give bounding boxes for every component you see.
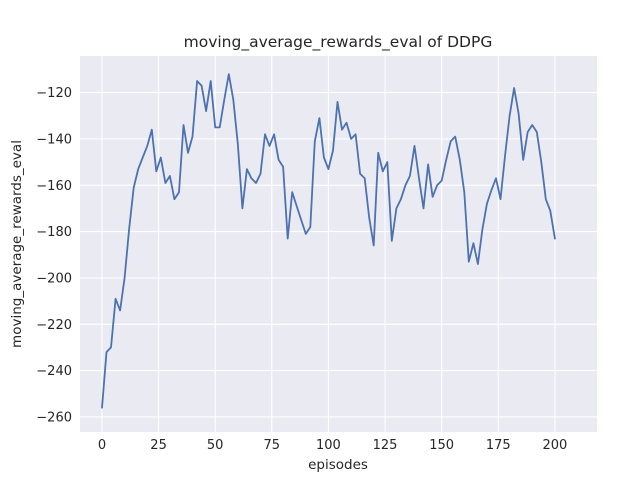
x-tick-label: 100	[316, 438, 341, 453]
y-tick-label: −240	[36, 364, 72, 379]
x-axis-label: episodes	[308, 457, 368, 473]
x-tick-label: 50	[207, 438, 224, 453]
x-tick-label: 175	[486, 438, 511, 453]
x-tick-label: 125	[373, 438, 398, 453]
y-axis-label: moving_average_rewards_eval	[9, 140, 25, 348]
x-tick-label: 25	[150, 438, 167, 453]
plot-area	[80, 56, 597, 432]
series-layer	[101, 73, 556, 409]
y-tick-label: −180	[36, 225, 72, 240]
x-tick-label: 75	[264, 438, 281, 453]
x-tick-label: 0	[98, 438, 106, 453]
y-tick-label: −220	[36, 318, 72, 333]
x-tick-label: 200	[542, 438, 567, 453]
tick-layer: 0 25 50 75 100 125 150 175 200 −120 −140 −160 −180 −2…	[36, 86, 567, 453]
reward-line	[101, 73, 556, 409]
x-tick-label: 150	[429, 438, 454, 453]
y-tick-label: −140	[36, 132, 72, 147]
y-tick-label: −120	[36, 86, 72, 101]
chart-title: moving_average_rewards_eval of DDPG	[184, 33, 493, 52]
y-tick-label: −200	[36, 271, 72, 286]
y-tick-label: −160	[36, 179, 72, 194]
y-tick-label: −260	[36, 410, 72, 425]
